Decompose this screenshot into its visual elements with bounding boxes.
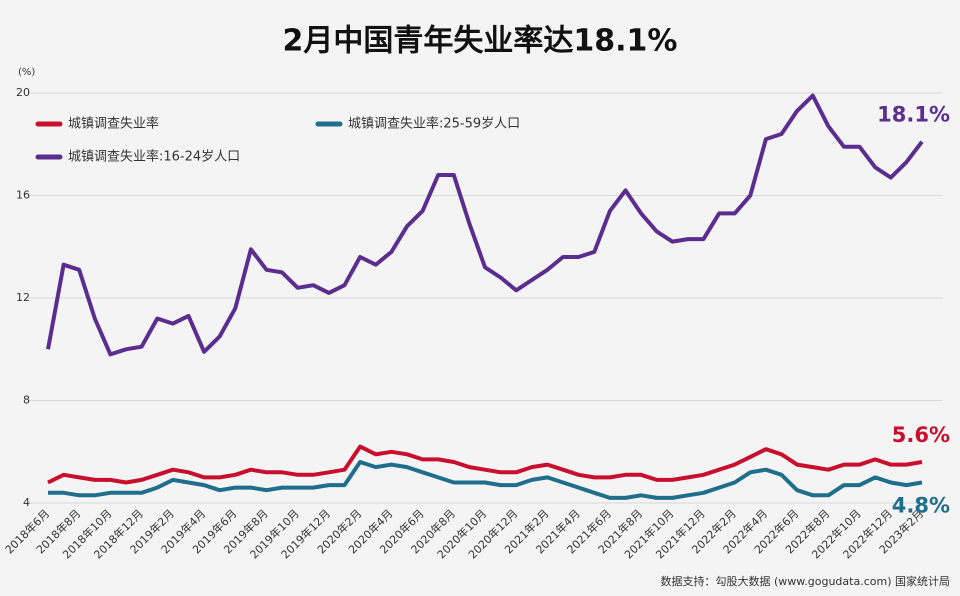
y-tick-label: 4	[23, 496, 30, 509]
value-label: 4.8%	[892, 494, 950, 518]
series-line	[46, 93, 924, 357]
value-label: 18.1%	[877, 103, 950, 127]
chart-title: 2月中国青年失业率达18.1%	[283, 24, 678, 59]
legend-label: 城镇调查失业率:25-59岁人口	[348, 116, 520, 132]
y-tick-label: 8	[23, 394, 30, 407]
source: 数据支持：勾股大数据 (www.gogudata.com) 国家统计局	[661, 574, 951, 588]
series-line	[48, 460, 923, 500]
y-tick-label: 20	[16, 86, 30, 99]
legend-label: 城镇调查失业率:16-24岁人口	[68, 149, 240, 165]
y-tick-label: 16	[16, 189, 30, 202]
series-line	[47, 444, 923, 485]
y-tick-label: 12	[16, 291, 30, 304]
y-unit: (%)	[18, 67, 35, 78]
value-label: 5.6%	[892, 423, 950, 447]
legend-label: 城镇调查失业率	[68, 116, 159, 132]
